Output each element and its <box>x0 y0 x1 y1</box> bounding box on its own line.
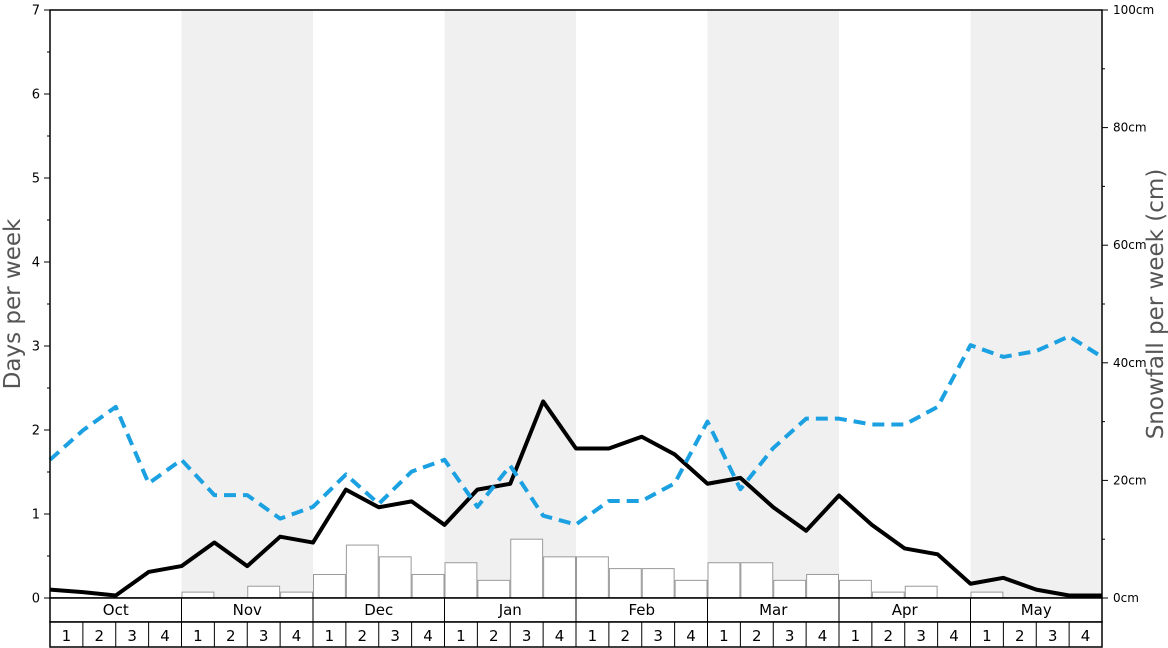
week-label: 2 <box>358 627 368 645</box>
month-shade-mar <box>707 10 839 598</box>
snow-day-bar <box>707 562 741 599</box>
week-label: 1 <box>851 627 861 645</box>
week-label: 1 <box>325 627 335 645</box>
left-axis: 0 1 2 3 4 5 6 7 <box>32 4 50 607</box>
week-label: 1 <box>719 627 729 645</box>
week-label: 1 <box>62 627 72 645</box>
snow-day-bar <box>608 568 642 599</box>
snow-day-bar <box>247 585 281 599</box>
week-label: 3 <box>1048 627 1058 645</box>
snow-day-bar <box>674 579 708 599</box>
week-label: 2 <box>226 627 236 645</box>
month-label-apr: Apr <box>892 601 919 619</box>
snow-day-bar <box>871 591 905 599</box>
week-label: 3 <box>522 627 532 645</box>
left-tick-label: 4 <box>32 256 40 271</box>
month-label-may: May <box>1021 601 1052 619</box>
right-tick-label: 20cm <box>1113 473 1147 487</box>
right-tick-label: 0cm <box>1113 591 1139 605</box>
week-label: 3 <box>653 627 663 645</box>
right-axis-title: Snowfall per week (cm) <box>1143 169 1168 440</box>
right-tick-label: 60cm <box>1113 238 1147 252</box>
month-row: Oct Nov Dec Jan Feb Mar Apr May <box>49 597 1103 623</box>
month-label-mar: Mar <box>759 601 788 619</box>
snow-day-bar <box>313 573 346 599</box>
left-tick-label: 0 <box>32 592 40 607</box>
week-label: 2 <box>621 627 631 645</box>
week-label: 3 <box>390 627 400 645</box>
right-tick-label: 40cm <box>1113 356 1147 370</box>
right-axis: 0cm 20cm 40cm 60cm 80cm 100cm <box>1102 3 1154 605</box>
week-label: 4 <box>555 627 565 645</box>
month-label-nov: Nov <box>233 601 262 619</box>
snow-day-bar <box>280 591 313 599</box>
week-label: 1 <box>193 627 203 645</box>
month-label-jan: Jan <box>498 601 522 619</box>
month-shading <box>181 10 1102 598</box>
snow-day-bar <box>806 573 839 599</box>
week-label: 4 <box>423 627 433 645</box>
week-label: 2 <box>1015 627 1025 645</box>
week-label: 1 <box>982 627 992 645</box>
week-label: 2 <box>752 627 762 645</box>
week-label: 4 <box>686 627 696 645</box>
week-label: 2 <box>884 627 894 645</box>
week-label: 4 <box>949 627 959 645</box>
week-label: 1 <box>456 627 466 645</box>
snow-day-bar <box>543 556 576 599</box>
left-tick-label: 5 <box>32 172 40 187</box>
month-shade-jan <box>444 10 576 598</box>
left-tick-label: 1 <box>32 508 40 523</box>
left-axis-title: Days per week <box>0 218 26 389</box>
week-row: 1 2 3 4 1 2 3 4 1 2 3 4 1 2 3 4 1 2 3 4 1 2 3 4 1 2 3 4 1 2 3 4 <box>49 621 1103 648</box>
left-tick-label: 6 <box>32 88 40 103</box>
snowfall-line <box>48 334 1104 527</box>
snow-day-bar <box>740 562 774 599</box>
snow-day-bar <box>378 556 412 599</box>
month-shade-nov <box>181 10 313 598</box>
snow-day-bar <box>576 556 609 599</box>
week-label: 4 <box>160 627 170 645</box>
week-label: 3 <box>785 627 795 645</box>
month-label-oct: Oct <box>103 601 129 619</box>
snow-day-bar <box>970 591 1004 599</box>
snow-day-bar <box>345 544 379 599</box>
snow-day-bar <box>773 579 807 599</box>
month-label-feb: Feb <box>628 601 655 619</box>
week-label: 2 <box>95 627 105 645</box>
week-label: 3 <box>916 627 926 645</box>
snow-day-bar <box>411 573 445 599</box>
left-tick-label: 7 <box>32 4 40 19</box>
week-label: 4 <box>292 627 302 645</box>
snow-day-bar <box>444 562 478 599</box>
week-label: 4 <box>818 627 828 645</box>
week-label: 2 <box>489 627 499 645</box>
month-label-dec: Dec <box>364 601 393 619</box>
right-tick-label: 100cm <box>1113 3 1154 17</box>
month-shade-may <box>970 10 1102 598</box>
snow-day-bar <box>904 585 938 599</box>
week-label: 3 <box>127 627 137 645</box>
week-label: 1 <box>588 627 598 645</box>
left-tick-label: 2 <box>32 424 40 439</box>
snow-days-bars <box>181 538 1004 599</box>
week-label: 3 <box>259 627 269 645</box>
snow-day-bar <box>477 579 511 599</box>
snow-day-bar <box>510 538 544 599</box>
left-tick-label: 3 <box>32 340 40 355</box>
snow-day-bar <box>641 568 675 599</box>
snow-day-bar <box>181 591 215 599</box>
right-tick-label: 80cm <box>1113 121 1147 135</box>
snow-day-bar <box>839 579 872 599</box>
snow-days-line <box>49 399 1102 598</box>
week-label: 4 <box>1081 627 1091 645</box>
